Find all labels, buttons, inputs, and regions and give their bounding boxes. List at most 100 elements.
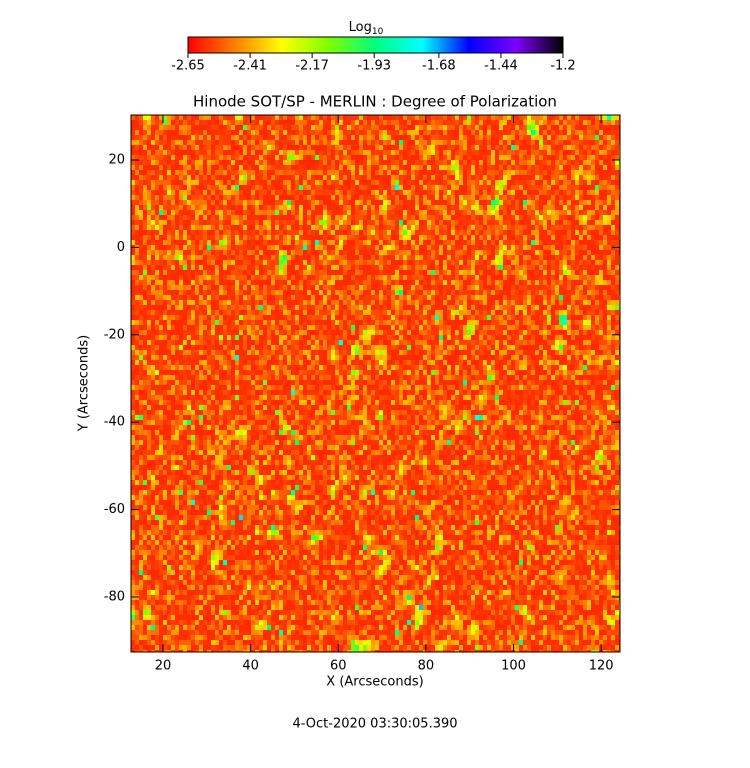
heatmap-cell	[263, 315, 267, 320]
heatmap-cell	[151, 305, 155, 310]
heatmap-cell	[391, 130, 395, 135]
heatmap-cell	[507, 240, 511, 245]
heatmap-cell	[247, 240, 251, 245]
heatmap-cell	[539, 255, 543, 260]
heatmap-cell	[187, 255, 191, 260]
heatmap-cell	[443, 120, 447, 125]
heatmap-cell	[323, 305, 327, 310]
heatmap-cell	[555, 255, 559, 260]
heatmap-cell	[207, 300, 211, 305]
heatmap-cell	[511, 130, 515, 135]
heatmap-cell	[263, 165, 267, 170]
heatmap-cell	[531, 180, 535, 185]
heatmap-cell	[483, 250, 487, 255]
heatmap-cell	[167, 150, 171, 155]
heatmap-cell	[171, 250, 175, 255]
heatmap-cell	[515, 235, 519, 240]
heatmap-cell	[611, 240, 615, 245]
heatmap-cell	[499, 120, 503, 125]
heatmap-cell	[291, 180, 295, 185]
heatmap-cell	[387, 235, 391, 240]
heatmap-cell	[143, 280, 147, 285]
heatmap-cell	[151, 215, 155, 220]
heatmap-cell	[423, 255, 427, 260]
heatmap-cell	[347, 305, 351, 310]
heatmap-cell	[475, 230, 479, 235]
heatmap-cell	[603, 190, 607, 195]
heatmap-cell	[267, 215, 271, 220]
heatmap-cell	[303, 265, 307, 270]
heatmap-cell	[455, 285, 459, 290]
heatmap-cell	[451, 140, 455, 145]
heatmap-cell	[183, 270, 187, 275]
heatmap-cell	[439, 205, 443, 210]
heatmap-cell	[507, 205, 511, 210]
heatmap-cell	[203, 215, 207, 220]
heatmap-cell	[323, 175, 327, 180]
heatmap-cell	[199, 200, 203, 205]
heatmap-cell	[435, 125, 439, 130]
heatmap-cell	[523, 170, 527, 175]
heatmap-cell	[195, 115, 199, 120]
heatmap-cell	[135, 165, 139, 170]
heatmap-cell	[395, 145, 399, 150]
heatmap-cell	[543, 265, 547, 270]
heatmap-cell	[355, 165, 359, 170]
heatmap-cell	[383, 145, 387, 150]
heatmap-cell	[295, 280, 299, 285]
heatmap-cell	[563, 195, 567, 200]
heatmap-cell	[591, 125, 595, 130]
heatmap-cell	[439, 230, 443, 235]
heatmap-cell	[311, 180, 315, 185]
heatmap-cell	[475, 255, 479, 260]
heatmap-cell	[251, 295, 255, 300]
heatmap-cell	[487, 190, 491, 195]
heatmap-cell	[539, 295, 543, 300]
heatmap-cell	[283, 275, 287, 280]
heatmap-cell	[319, 245, 323, 250]
heatmap-cell	[543, 205, 547, 210]
heatmap-cell	[171, 135, 175, 140]
heatmap-cell	[279, 175, 283, 180]
heatmap-cell	[231, 230, 235, 235]
heatmap-cell	[575, 115, 579, 120]
heatmap-cell	[155, 150, 159, 155]
heatmap-cell	[347, 245, 351, 250]
heatmap-cell	[199, 180, 203, 185]
heatmap-cell	[571, 275, 575, 280]
heatmap-cell	[531, 170, 535, 175]
heatmap-cell	[403, 150, 407, 155]
heatmap-cell	[331, 200, 335, 205]
heatmap-cell	[143, 180, 147, 185]
heatmap-cell	[403, 285, 407, 290]
heatmap-cell	[139, 200, 143, 205]
heatmap-cell	[607, 270, 611, 275]
heatmap-cell	[235, 115, 239, 120]
heatmap-cell	[131, 135, 135, 140]
heatmap-cell	[207, 195, 211, 200]
heatmap-cell	[215, 290, 219, 295]
heatmap-cell	[331, 120, 335, 125]
heatmap-cell	[263, 125, 267, 130]
heatmap-cell	[395, 195, 399, 200]
heatmap-cell	[583, 235, 587, 240]
heatmap-cell	[575, 140, 579, 145]
heatmap-cell	[183, 310, 187, 315]
heatmap-cell	[455, 235, 459, 240]
heatmap-cell	[319, 115, 323, 120]
heatmap-cell	[479, 155, 483, 160]
heatmap-cell	[379, 185, 383, 190]
heatmap-cell	[211, 305, 215, 310]
heatmap-cell	[547, 135, 551, 140]
heatmap-cell	[503, 155, 507, 160]
heatmap-cell	[239, 270, 243, 275]
heatmap-cell	[435, 310, 439, 315]
heatmap-cell	[459, 115, 463, 120]
heatmap-cell	[475, 295, 479, 300]
heatmap-cell	[583, 170, 587, 175]
heatmap-cell	[415, 270, 419, 275]
heatmap-cell	[367, 160, 371, 165]
heatmap-cell	[551, 290, 555, 295]
heatmap-cell	[327, 305, 331, 310]
heatmap-cell	[255, 255, 259, 260]
